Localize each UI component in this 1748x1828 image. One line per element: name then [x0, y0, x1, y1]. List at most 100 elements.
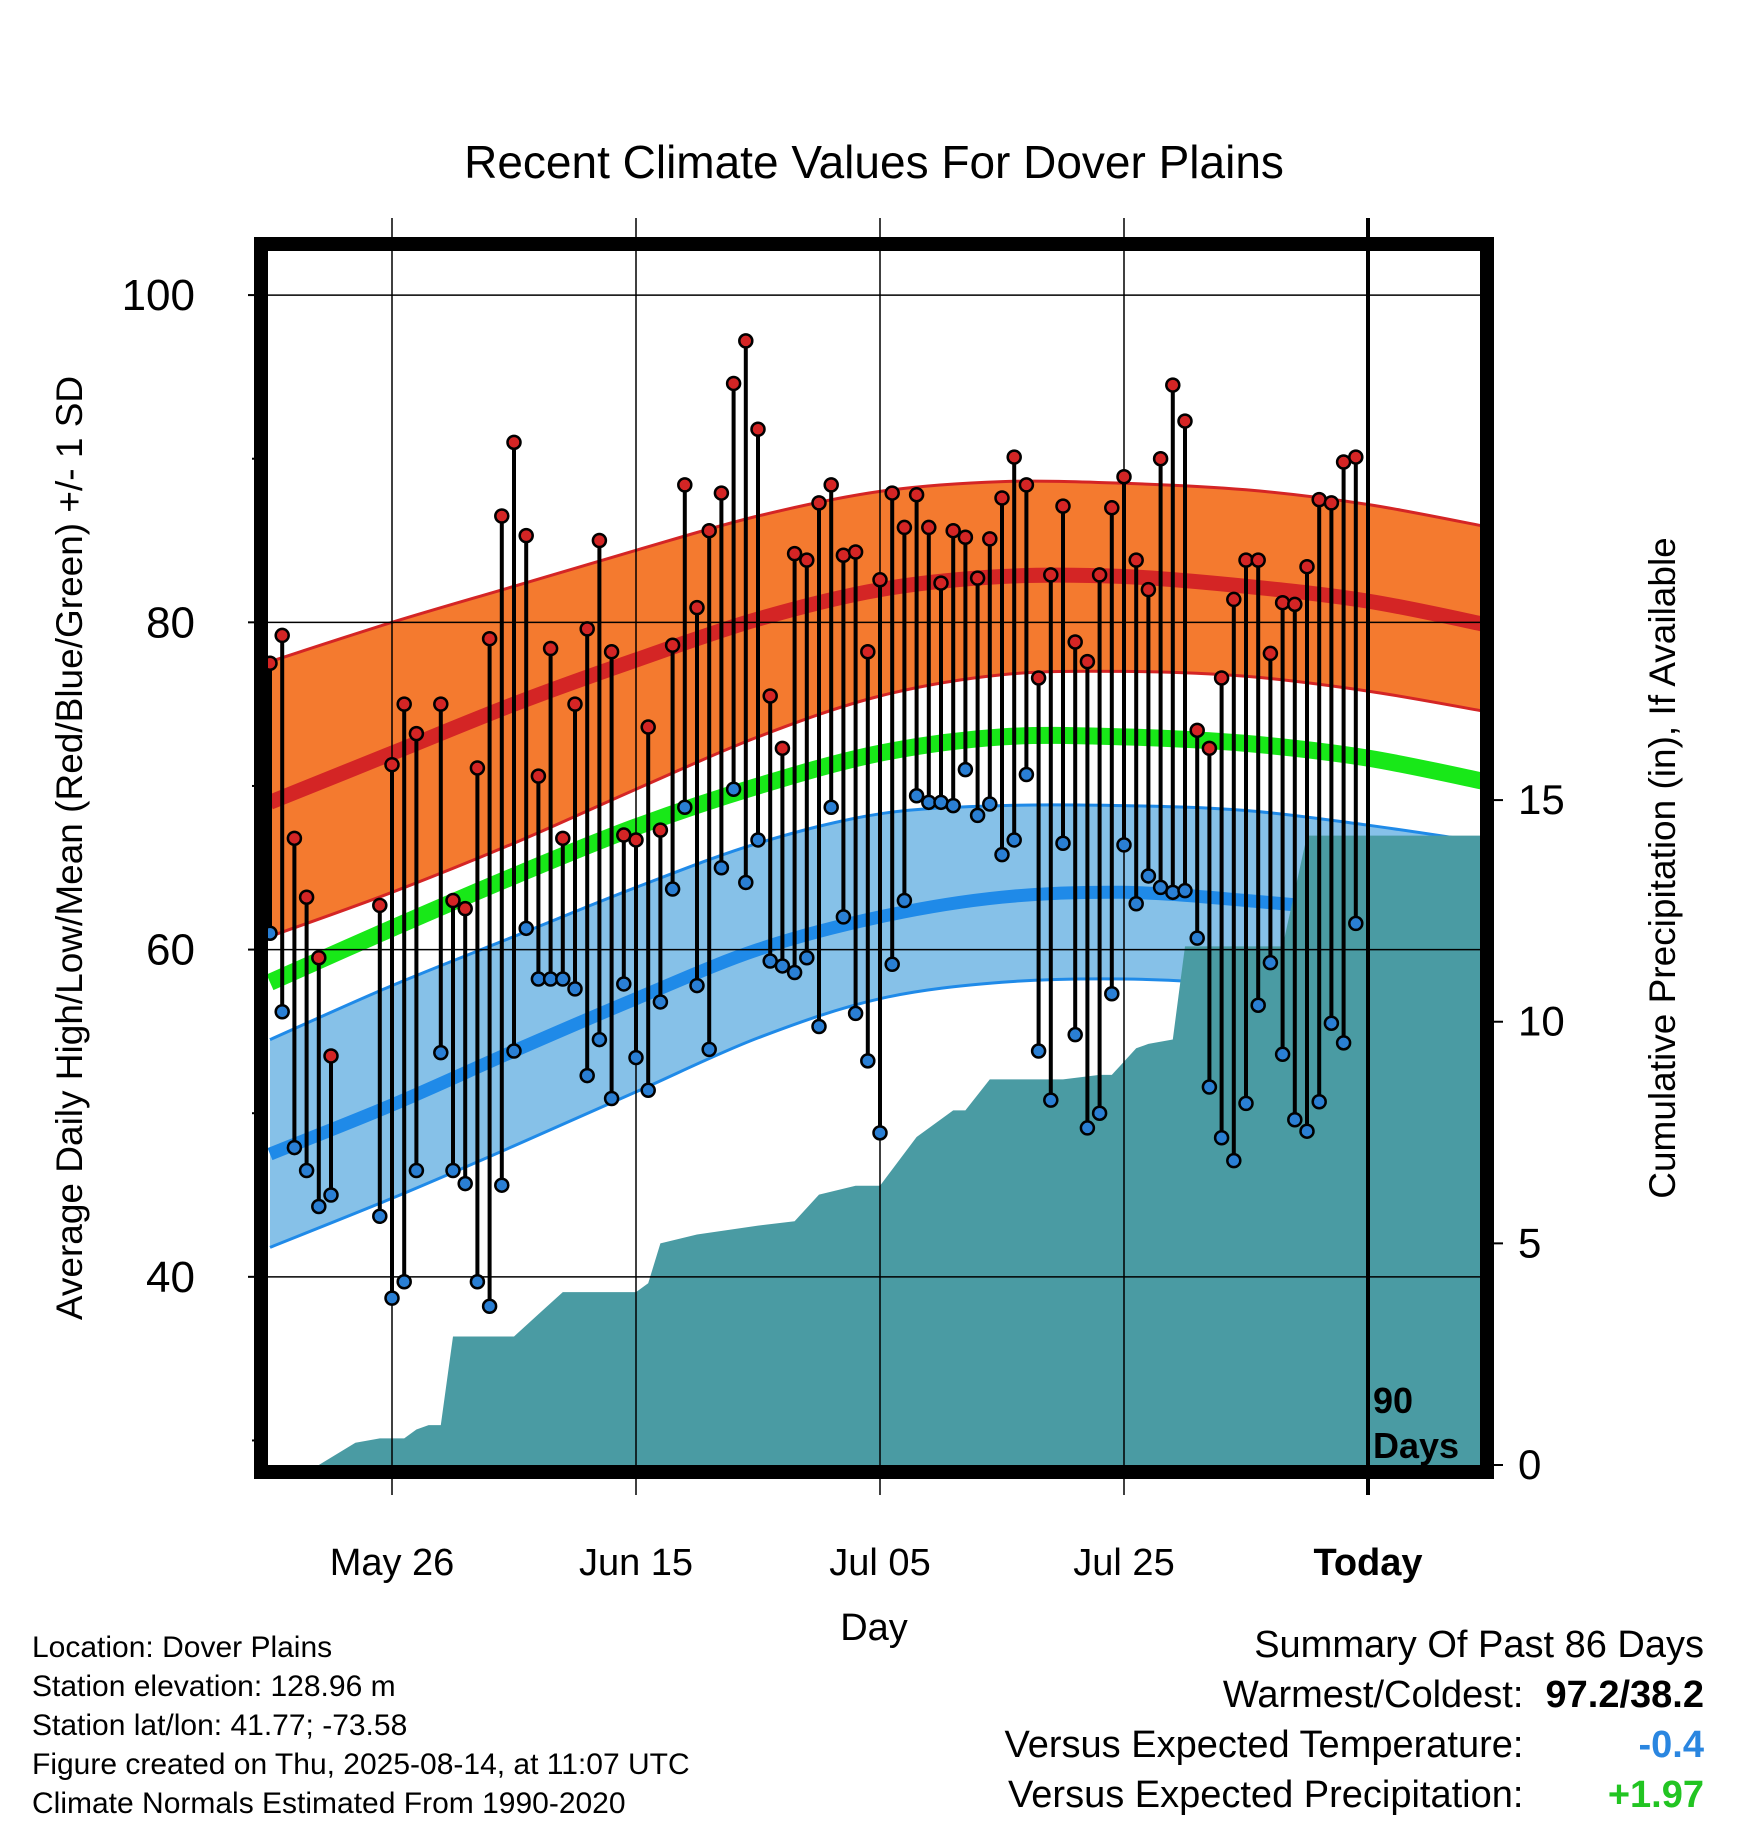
y2-tick-label: 10 — [1518, 998, 1565, 1045]
high-point — [274, 627, 290, 644]
low-point — [311, 1198, 327, 1215]
high-point — [713, 485, 730, 501]
y2-tick-label: 0 — [1518, 1441, 1541, 1488]
high-point — [896, 519, 913, 536]
low-point — [567, 981, 583, 997]
high-point — [786, 545, 803, 562]
high-point — [1177, 413, 1193, 429]
latlon-text: Station lat/lon: 41.77; -73.58 — [32, 1709, 408, 1742]
low-point — [1018, 766, 1035, 783]
high-point — [445, 892, 461, 909]
high-point — [1226, 591, 1242, 608]
high-point — [579, 621, 595, 637]
high-point — [1079, 653, 1096, 670]
high-point — [1323, 495, 1340, 511]
high-point — [433, 696, 449, 712]
high-point — [481, 630, 498, 647]
low-point — [591, 1031, 608, 1048]
low-point — [1030, 1043, 1047, 1059]
chart-title: Recent Climate Values For Dover Plains — [464, 136, 1284, 188]
low-point — [664, 881, 681, 897]
precip-value: +1.97 — [1607, 1774, 1704, 1816]
high-point — [567, 696, 583, 712]
high-point — [591, 532, 608, 549]
high-point — [1116, 468, 1132, 485]
precipitation-area — [270, 835, 1490, 1465]
high-point — [1018, 477, 1035, 493]
low-point — [872, 1125, 888, 1141]
today-marker-days-word: Days — [1373, 1425, 1459, 1466]
low-point — [738, 874, 754, 891]
high-point — [1152, 450, 1169, 467]
low-point — [408, 1162, 425, 1179]
summary-title: Summary Of Past 86 Days — [1254, 1624, 1704, 1666]
high-point — [1348, 449, 1364, 465]
low-point — [494, 1177, 510, 1193]
low-point — [518, 920, 534, 937]
low-point — [1323, 1015, 1340, 1031]
high-point — [664, 637, 681, 653]
high-point — [298, 889, 315, 905]
low-point — [1177, 882, 1193, 899]
low-point — [994, 846, 1010, 863]
y2-tick-label: 5 — [1518, 1219, 1541, 1266]
high-point — [323, 1048, 339, 1064]
low-point — [1250, 997, 1266, 1013]
low-point — [1213, 1130, 1230, 1146]
summary-precip-row: Versus Expected Precipitation: +1.97 — [1005, 1770, 1704, 1820]
x-tick-label: Jul 25 — [1073, 1542, 1174, 1584]
low-point — [982, 796, 998, 812]
high-point — [677, 477, 693, 493]
low-point — [1055, 835, 1071, 851]
low-point — [957, 761, 974, 778]
high-point — [994, 490, 1010, 506]
y2-axis-label: Cumulative Precipitation (in), If Availa… — [1642, 537, 1683, 1199]
high-point — [1043, 567, 1059, 583]
low-point — [823, 799, 839, 815]
high-point — [1262, 645, 1279, 662]
high-point — [396, 696, 412, 712]
high-point — [628, 832, 644, 848]
low-point — [323, 1187, 339, 1203]
high-point — [652, 822, 669, 838]
low-point — [1104, 986, 1120, 1002]
location-text: Location: Dover Plains — [32, 1631, 333, 1664]
x-axis-label: Day — [840, 1607, 908, 1649]
x-tick-label: May 26 — [330, 1542, 455, 1584]
low-point — [945, 797, 961, 814]
low-point — [1299, 1123, 1315, 1139]
high-point — [506, 434, 522, 451]
high-point — [1030, 670, 1047, 686]
low-point — [469, 1273, 486, 1290]
low-point — [847, 1005, 864, 1022]
high-point — [384, 756, 400, 773]
high-point — [1287, 596, 1303, 613]
high-point — [957, 529, 974, 546]
low-point — [274, 1004, 290, 1020]
x-tick-label: Today — [1313, 1542, 1422, 1584]
high-point — [1091, 567, 1108, 583]
elevation-text: Station elevation: 128.96 m — [32, 1670, 396, 1703]
low-point — [286, 1139, 303, 1156]
high-point — [835, 547, 852, 563]
high-point — [1213, 670, 1230, 686]
low-point — [908, 788, 925, 804]
low-point — [860, 1053, 876, 1069]
axes: 40 60 80 100 0 5 10 15 May 26 Jun 15 Jul 05 Jul 25 T… — [122, 218, 1565, 1584]
low-point — [677, 799, 693, 815]
today-marker-days-number: 90 — [1373, 1380, 1413, 1421]
low-point — [506, 1043, 522, 1059]
high-point — [774, 740, 791, 757]
low-point — [640, 1082, 656, 1099]
temp-value: -0.4 — [1638, 1724, 1704, 1766]
high-point — [762, 688, 778, 704]
high-point — [469, 760, 486, 776]
high-point — [1104, 500, 1120, 516]
low-point — [1238, 1095, 1254, 1112]
low-point — [384, 1290, 400, 1306]
low-point — [1226, 1152, 1242, 1169]
high-point — [945, 522, 961, 539]
high-point — [1165, 377, 1181, 393]
low-point — [1189, 930, 1205, 946]
high-point — [799, 552, 815, 568]
